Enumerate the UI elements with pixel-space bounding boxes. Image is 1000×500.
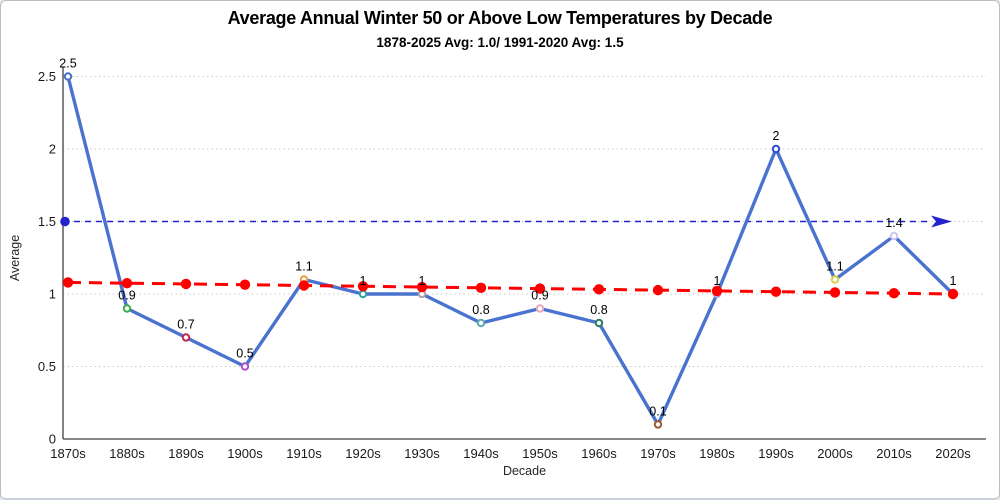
trend-dot-1890s	[180, 278, 192, 290]
trend-dot-1970s	[652, 284, 664, 296]
data-label-1890s: 0.7	[177, 318, 194, 332]
data-label-1940s: 0.8	[472, 303, 489, 317]
data-point-1940s	[476, 318, 486, 328]
trend-dot-1930s	[416, 281, 428, 293]
trend-dot-1940s	[475, 282, 487, 294]
x-tick-label: 2000s	[817, 446, 853, 461]
trend-dot-1980s	[711, 285, 723, 297]
data-point-1990s	[771, 144, 781, 154]
data-point-2000s	[830, 275, 840, 284]
avg-line-start-dot	[60, 216, 70, 227]
data-point-2010s	[889, 231, 899, 241]
y-tick-label: 1.5	[38, 214, 56, 229]
trend-dot-1880s	[121, 277, 133, 289]
data-point-1960s	[594, 318, 604, 328]
x-tick-label: 1930s	[404, 446, 440, 461]
x-tick-label: 1950s	[522, 446, 558, 461]
x-tick-label: 1940s	[463, 446, 499, 461]
x-tick-label: 1920s	[345, 446, 381, 461]
trend-dot-1990s	[770, 286, 782, 297]
y-tick-label: 1	[49, 287, 56, 302]
data-point-1920s	[358, 289, 368, 299]
trend-dot-1960s	[593, 284, 605, 295]
y-tick-label: 2.5	[38, 69, 56, 84]
x-tick-label: 1890s	[168, 446, 204, 461]
chart-subtitle: 1878-2025 Avg: 1.0/ 1991-2020 Avg: 1.5	[376, 35, 624, 50]
chart-title: Average Annual Winter 50 or Above Low Te…	[227, 8, 773, 28]
data-label-1980s: 1	[714, 274, 721, 288]
data-label-1880s: 0.9	[118, 289, 135, 303]
y-tick-label: 0.5	[38, 359, 56, 374]
data-label-1930s: 1	[419, 274, 426, 288]
data-label-2020s: 1	[950, 274, 957, 288]
x-tick-label: 1870s	[50, 446, 86, 461]
data-label-1920s: 1	[360, 274, 367, 288]
data-label-1950s: 0.9	[531, 289, 548, 303]
trend-dot-1900s	[239, 279, 251, 290]
x-tick-label: 1960s	[581, 446, 617, 461]
data-point-1950s	[535, 304, 545, 313]
avg-line-arrowhead	[931, 215, 952, 228]
data-label-2010s: 1.4	[885, 216, 902, 230]
series-line	[66, 74, 955, 427]
y-tick-label: 2	[49, 142, 56, 157]
trend-dot-1950s	[534, 283, 546, 294]
trend-line	[67, 280, 954, 296]
x-tick-label: 2010s	[876, 446, 912, 461]
x-tick-label: 1990s	[758, 446, 794, 461]
trend-dot-1910s	[298, 280, 310, 291]
x-tick-label: 2020s	[935, 446, 971, 461]
trend-dot-1920s	[357, 281, 369, 292]
data-label-1900s: 0.5	[236, 347, 253, 361]
data-point-1880s	[122, 304, 132, 313]
data-label-1870s: 2.5	[59, 57, 76, 71]
y-tick-label: 0	[49, 432, 56, 447]
x-axis-title: Decade	[502, 464, 547, 478]
data-label-1960s: 0.8	[590, 303, 607, 317]
trend-dot-1870s	[62, 277, 74, 288]
trend-dot-2020s	[947, 288, 959, 300]
trend-dot-2010s	[888, 288, 900, 299]
x-tick-label: 1980s	[699, 446, 735, 461]
trend-dot-2000s	[829, 287, 841, 298]
data-label-1910s: 1.1	[295, 260, 312, 274]
data-point-1890s	[181, 333, 191, 342]
data-point-1870s	[63, 72, 73, 81]
x-tick-label: 1970s	[640, 446, 676, 461]
x-tick-label: 1910s	[286, 446, 322, 461]
data-label-2000s: 1.1	[826, 260, 843, 274]
data-point-1970s	[653, 420, 663, 429]
x-tick-label: 1880s	[109, 446, 145, 461]
data-label-1990s: 2	[773, 129, 780, 143]
data-point-1900s	[240, 362, 250, 371]
x-tick-label: 1900s	[227, 446, 263, 461]
data-label-1970s: 0.1	[649, 405, 666, 419]
